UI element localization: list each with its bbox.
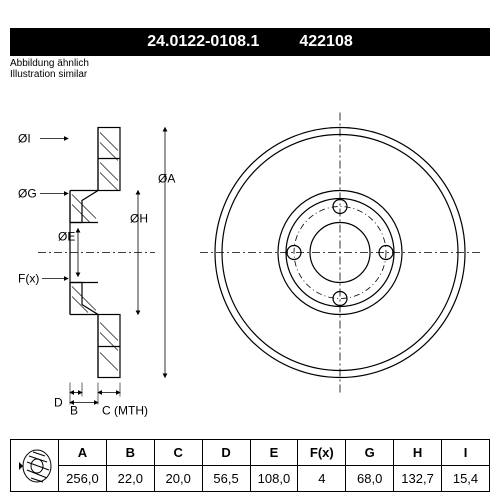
col-H: H: [394, 440, 442, 466]
label-A: ØA: [158, 172, 175, 186]
part-number-long: 24.0122-0108.1: [147, 33, 259, 51]
col-I: I: [442, 440, 490, 466]
val-A: 256,0: [59, 466, 107, 492]
col-F: F(x): [298, 440, 346, 466]
val-H: 132,7: [394, 466, 442, 492]
col-C: C: [154, 440, 202, 466]
rotor-icon-cell: [11, 440, 59, 492]
col-A: A: [59, 440, 107, 466]
val-F: 4: [298, 466, 346, 492]
val-E: 108,0: [250, 466, 298, 492]
label-F: F(x): [18, 272, 39, 286]
col-E: E: [250, 440, 298, 466]
front-view: [200, 113, 480, 393]
dimension-labels: ØI ØG ØE ØH ØA F(x) B D: [18, 128, 175, 418]
header-bar: 24.0122-0108.1 422108: [10, 28, 490, 56]
val-I: 15,4: [442, 466, 490, 492]
technical-diagram: ØI ØG ØE ØH ØA F(x) B D: [10, 80, 490, 425]
label-D: D: [54, 396, 63, 410]
col-G: G: [346, 440, 394, 466]
val-C: 20,0: [154, 466, 202, 492]
label-I: ØI: [18, 132, 31, 146]
part-number-short: 422108: [299, 33, 352, 51]
subtitle: Abbildung ähnlich Illustration similar: [10, 58, 89, 80]
col-B: B: [106, 440, 154, 466]
subtitle-line1: Abbildung ähnlich: [10, 58, 89, 69]
val-D: 56,5: [202, 466, 250, 492]
label-E: ØE: [58, 230, 75, 244]
rotor-icon: [15, 446, 55, 486]
label-G: ØG: [18, 187, 37, 201]
diagram-svg: ØI ØG ØE ØH ØA F(x) B D: [10, 80, 490, 425]
label-H: ØH: [130, 212, 148, 226]
dimension-table: A B C D E F(x) G H I 256,0 22,0 20,0 56,…: [10, 439, 490, 492]
table-value-row: 256,0 22,0 20,0 56,5 108,0 4 68,0 132,7 …: [11, 466, 490, 492]
table-header-row: A B C D E F(x) G H I: [11, 440, 490, 466]
subtitle-line2: Illustration similar: [10, 69, 89, 80]
val-B: 22,0: [106, 466, 154, 492]
side-view: [38, 128, 155, 378]
col-D: D: [202, 440, 250, 466]
label-B: B: [70, 404, 78, 418]
val-G: 68,0: [346, 466, 394, 492]
label-C: C (MTH): [102, 404, 148, 418]
